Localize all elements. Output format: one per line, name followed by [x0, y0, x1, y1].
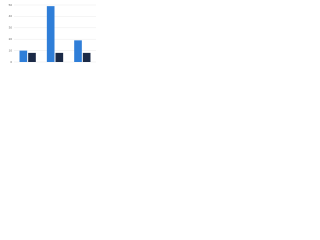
bar [28, 52, 36, 62]
chart: 0 10 20 30 40 50 [9, 3, 96, 64]
y-tick-label: 40 [9, 14, 13, 18]
bar [55, 52, 64, 62]
y-tick-label: 50 [9, 3, 13, 7]
y-tick-label: 0 [10, 60, 12, 64]
y-tick-label: 30 [9, 26, 13, 30]
y-tick-label: 20 [9, 37, 13, 41]
bar [19, 50, 28, 62]
bar [46, 6, 55, 63]
bar [74, 40, 82, 62]
y-tick-label: 10 [9, 48, 13, 52]
bar [82, 52, 91, 62]
